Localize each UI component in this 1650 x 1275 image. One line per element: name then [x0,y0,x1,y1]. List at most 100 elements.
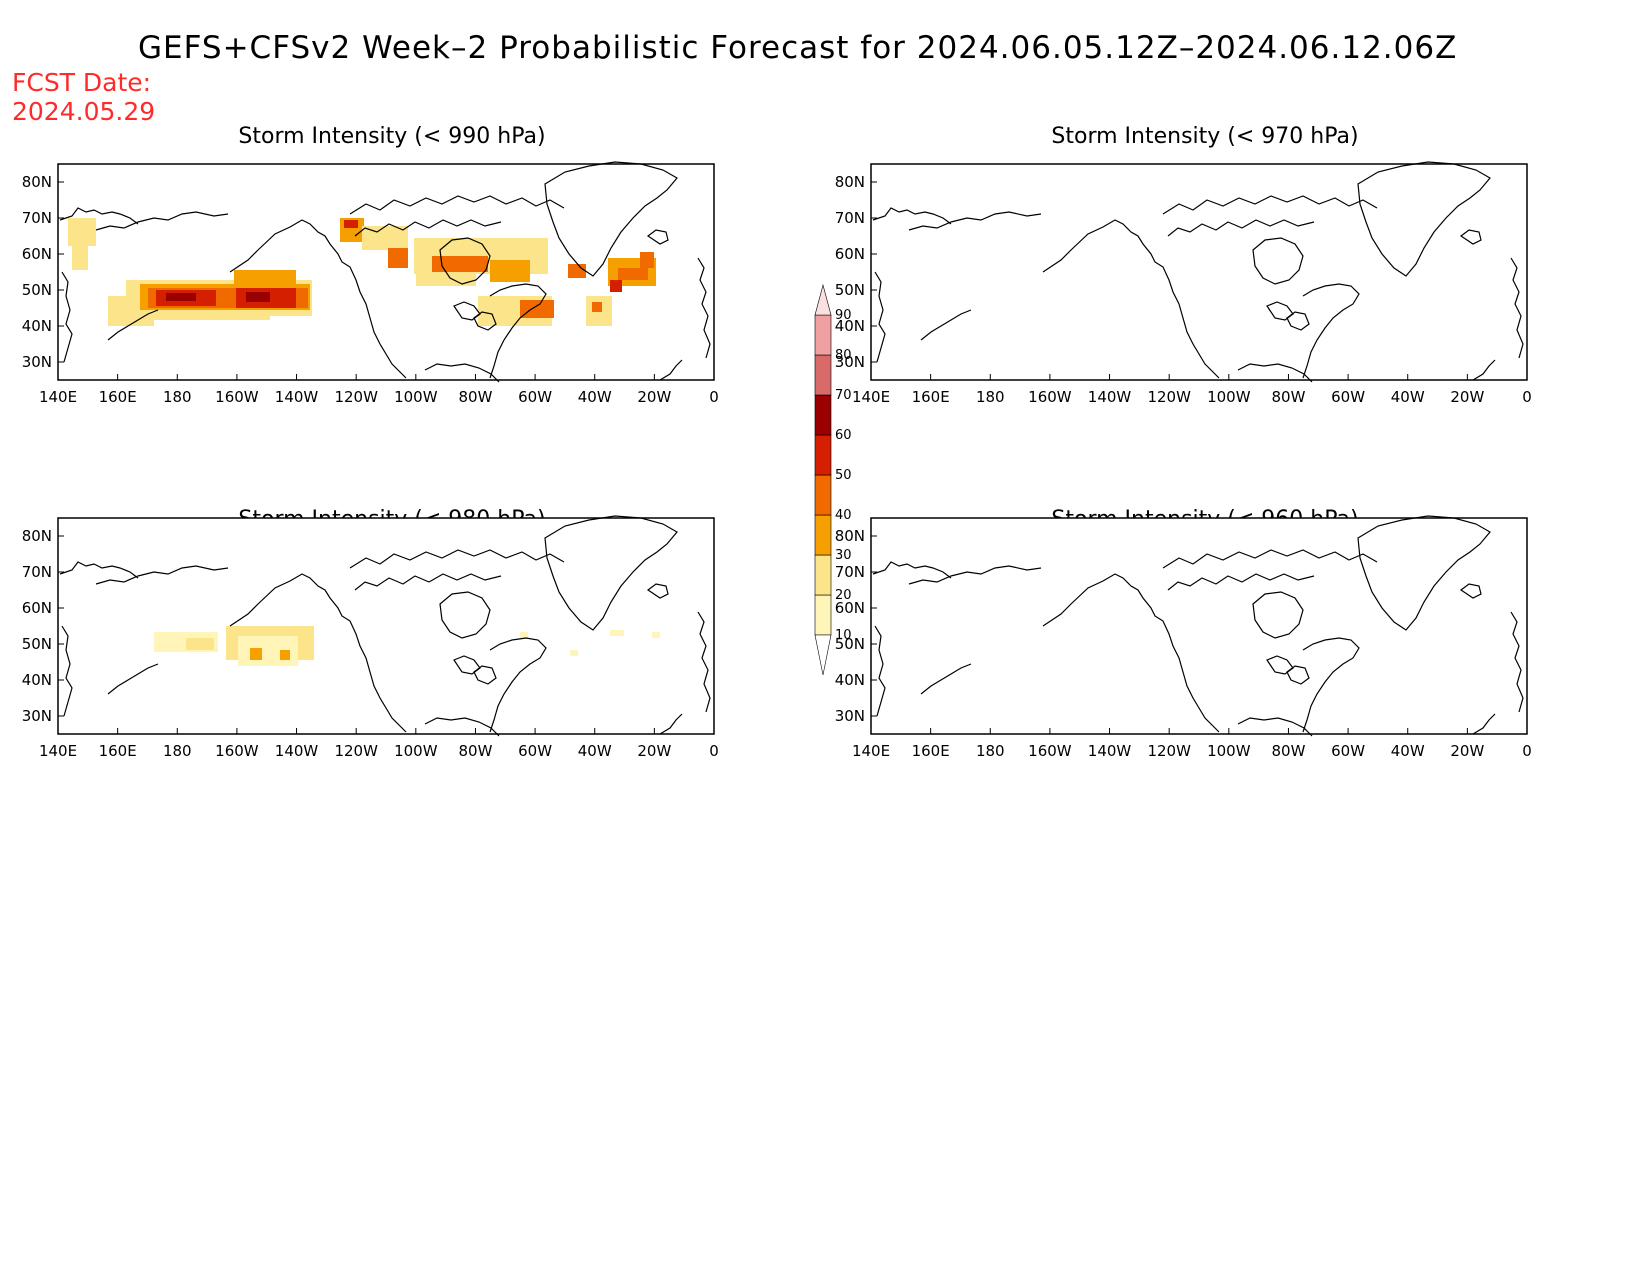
lat-tick-label: 70N [835,209,865,227]
lon-tick-label: 20W [637,388,671,406]
map-panel-970 [870,161,1528,383]
probability-shading [154,626,660,666]
lon-tick-label: 20W [1450,388,1484,406]
lon-tick-label: 160W [215,742,259,760]
colorbar-label: 80 [835,348,852,363]
lat-tick-label: 50N [835,281,865,299]
lon-tick-label: 180 [163,742,192,760]
probability-shading [68,218,656,326]
lon-tick-label: 140W [1088,742,1132,760]
lon-tick-label: 140E [852,742,890,760]
colorbar-swatch [814,554,832,596]
lat-tick-label: 50N [835,635,865,653]
lat-tick-label: 50N [22,281,52,299]
map-panel-980 [57,515,715,737]
lat-tick-label: 60N [835,599,865,617]
map-frame [870,163,1528,381]
lon-tick-label: 40W [1391,742,1425,760]
lat-tick-label: 70N [835,563,865,581]
lon-tick-label: 160W [215,388,259,406]
colorbar-label: 50 [835,468,852,483]
colorbar-swatch [814,354,832,396]
colorbar-swatch [814,594,832,636]
lon-tick-label: 80W [458,742,492,760]
lon-tick-label: 40W [1391,388,1425,406]
lon-tick-label: 80W [1271,742,1305,760]
colorbar-label: 20 [835,588,852,603]
forecast-date-label: FCST Date: [12,68,152,97]
lon-tick-label: 120W [334,742,378,760]
lon-tick-label: 100W [1207,388,1251,406]
lat-tick-label: 80N [835,527,865,545]
colorbar-label: 90 [835,308,852,323]
lat-tick-label: 40N [22,317,52,335]
lat-tick-label: 40N [22,671,52,689]
lon-tick-label: 0 [709,388,719,406]
lon-tick-label: 140E [39,388,77,406]
lon-tick-label: 180 [976,742,1005,760]
colorbar: 10 20 30 40 50 60 70 80 90 [814,283,852,676]
colorbar-top-arrow [814,283,832,316]
lon-tick-label: 120W [1147,388,1191,406]
map-axes: 80N 70N 60N 50N 40N 30N 140E 160E 180 160W 140W 120… [22,173,1532,760]
lat-tick-label: 40N [835,671,865,689]
colorbar-swatch [814,434,832,476]
lat-tick-label: 80N [22,527,52,545]
lon-tick-label: 120W [334,388,378,406]
lon-tick-label: 0 [709,742,719,760]
map-frame [870,517,1528,735]
lat-tick-label: 60N [835,245,865,263]
panel-title-990: Storm Intensity (< 990 hPa) [238,124,546,149]
lon-tick-label: 140E [39,742,77,760]
map-frame [57,517,715,735]
lat-tick-label: 70N [22,563,52,581]
lon-tick-label: 40W [578,742,612,760]
colorbar-label: 70 [835,388,852,403]
map-panel-960 [870,515,1528,737]
lon-tick-label: 100W [1207,742,1251,760]
colorbar-label: 60 [835,428,852,443]
lon-tick-label: 160E [912,388,950,406]
lon-tick-label: 180 [163,388,192,406]
lon-tick-label: 20W [1450,742,1484,760]
lon-tick-label: 160W [1028,388,1072,406]
forecast-date: FCST Date: 2024.05.29 [12,68,155,126]
lon-tick-label: 140W [1088,388,1132,406]
lat-tick-label: 60N [22,245,52,263]
colorbar-swatch [814,314,832,356]
lon-tick-label: 20W [637,742,671,760]
lon-tick-label: 80W [1271,388,1305,406]
lon-tick-label: 80W [458,388,492,406]
panel-title-970: Storm Intensity (< 970 hPa) [1051,124,1359,149]
lat-tick-label: 70N [22,209,52,227]
lon-tick-label: 40W [578,388,612,406]
lon-tick-label: 100W [394,388,438,406]
lon-tick-label: 160E [99,742,137,760]
colorbar-label: 30 [835,548,852,563]
lon-tick-label: 60W [1331,388,1365,406]
lon-tick-label: 160E [912,742,950,760]
lon-tick-label: 0 [1522,742,1532,760]
lat-tick-label: 40N [835,317,865,335]
lat-tick-label: 80N [22,173,52,191]
lon-tick-label: 180 [976,388,1005,406]
colorbar-bottom-arrow [814,634,832,676]
lat-tick-label: 60N [22,599,52,617]
colorbar-swatch [814,474,832,516]
lon-tick-label: 0 [1522,388,1532,406]
lat-tick-label: 50N [22,635,52,653]
lon-tick-label: 140W [275,388,319,406]
lon-tick-label: 60W [518,742,552,760]
lon-tick-label: 60W [518,388,552,406]
map-panel-990 [57,161,715,383]
lon-tick-label: 60W [1331,742,1365,760]
lon-tick-label: 160E [99,388,137,406]
lon-tick-label: 100W [394,742,438,760]
lon-tick-label: 160W [1028,742,1072,760]
forecast-date-value: 2024.05.29 [12,97,156,126]
lat-tick-label: 30N [835,707,865,725]
colorbar-swatch [814,394,832,436]
lat-tick-label: 80N [835,173,865,191]
main-title: GEFS+CFSv2 Week–2 Probabilistic Forecast… [138,30,1458,66]
